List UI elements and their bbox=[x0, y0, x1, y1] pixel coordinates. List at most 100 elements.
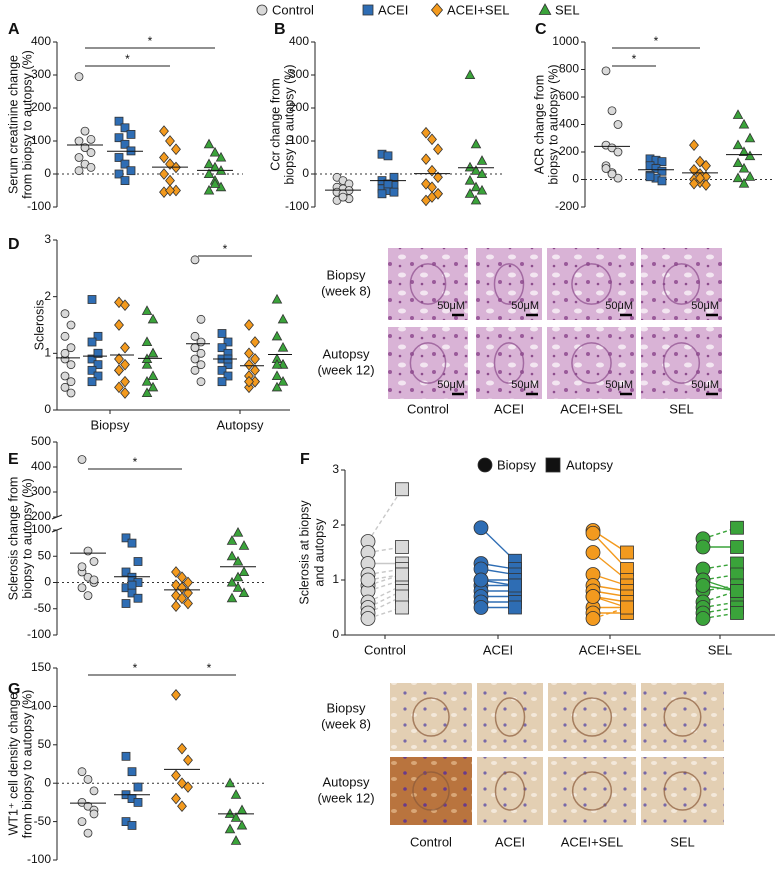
glomerulus bbox=[663, 771, 702, 811]
data-point bbox=[60, 348, 70, 358]
panel-letter: A bbox=[8, 21, 20, 38]
data-point bbox=[74, 153, 84, 162]
data-point bbox=[508, 578, 522, 593]
data-point bbox=[476, 168, 488, 179]
data-point bbox=[74, 136, 84, 146]
column-label: ACEI+SEL bbox=[560, 401, 623, 416]
data-point bbox=[695, 611, 711, 626]
data-point bbox=[464, 174, 476, 185]
data-point bbox=[89, 786, 99, 796]
y-axis-label: ACR change from bbox=[532, 75, 546, 174]
y-axis-label: WT1⁺ cell density change bbox=[6, 693, 20, 836]
y-tick-label: 400 bbox=[559, 117, 579, 131]
micrograph bbox=[641, 757, 724, 825]
data-point bbox=[473, 600, 489, 615]
data-point bbox=[171, 792, 181, 805]
data-point bbox=[732, 157, 744, 168]
legend-marker bbox=[362, 4, 374, 16]
glomerulus bbox=[571, 771, 613, 811]
data-point bbox=[114, 153, 124, 162]
data-point bbox=[695, 539, 711, 555]
data-point bbox=[645, 172, 655, 182]
data-point bbox=[60, 371, 70, 381]
data-point bbox=[171, 143, 181, 156]
y-tick-label: 50 bbox=[38, 548, 52, 562]
x-tick-label: Control bbox=[364, 642, 406, 657]
data-point bbox=[83, 546, 93, 556]
data-point bbox=[601, 66, 611, 76]
data-point bbox=[133, 593, 143, 603]
data-point bbox=[470, 194, 482, 205]
y-tick-label: 100 bbox=[31, 522, 51, 536]
y-tick-label: 400 bbox=[289, 34, 309, 48]
scale-bar-label: 50μM bbox=[691, 300, 719, 312]
significance-label: * bbox=[133, 661, 138, 675]
data-point bbox=[87, 377, 97, 387]
scale-bar-label: 50μM bbox=[605, 300, 633, 312]
data-point bbox=[732, 139, 744, 150]
y-tick-label: -200 bbox=[555, 199, 579, 213]
y-tick-label: 1 bbox=[44, 346, 51, 360]
data-point bbox=[203, 138, 215, 149]
y-tick-label: 0 bbox=[44, 775, 51, 789]
scale-bar-label: 50μM bbox=[691, 379, 719, 391]
data-point bbox=[244, 347, 254, 360]
data-point bbox=[60, 309, 70, 319]
row-label: Biopsy bbox=[326, 267, 366, 282]
legend-label: ACEI bbox=[378, 2, 408, 17]
y-tick-label: 3 bbox=[44, 232, 51, 246]
micrograph bbox=[477, 683, 543, 751]
data-point bbox=[77, 455, 87, 464]
column-label: Control bbox=[410, 834, 452, 849]
data-point bbox=[93, 371, 103, 381]
glomerulus bbox=[493, 263, 525, 305]
y-tick-label: 0 bbox=[302, 166, 309, 180]
data-point bbox=[383, 179, 393, 189]
data-point bbox=[395, 567, 409, 582]
data-point bbox=[74, 166, 84, 176]
glomerulus bbox=[493, 342, 525, 384]
y-tick-label: -100 bbox=[27, 627, 51, 641]
data-point bbox=[114, 319, 124, 331]
significance-label: * bbox=[148, 34, 153, 48]
data-point bbox=[738, 146, 750, 157]
data-point bbox=[226, 535, 238, 545]
data-point bbox=[165, 174, 175, 187]
data-point bbox=[470, 138, 482, 149]
legend-marker bbox=[538, 3, 552, 15]
data-point bbox=[171, 566, 181, 578]
data-point bbox=[730, 540, 744, 554]
data-point bbox=[360, 572, 376, 588]
y-tick-label: -100 bbox=[285, 199, 309, 213]
data-point bbox=[657, 157, 667, 167]
data-point bbox=[613, 173, 623, 183]
data-point bbox=[133, 557, 143, 566]
data-point bbox=[613, 120, 623, 129]
data-point bbox=[80, 143, 90, 153]
column-label: SEL bbox=[670, 834, 695, 849]
micrograph bbox=[388, 248, 468, 320]
legend-marker bbox=[430, 2, 444, 18]
data-point bbox=[464, 188, 476, 198]
data-point bbox=[230, 835, 242, 845]
data-point bbox=[427, 133, 437, 146]
data-point bbox=[120, 375, 130, 388]
legend-marker bbox=[545, 457, 561, 473]
data-point bbox=[114, 169, 124, 179]
data-point bbox=[120, 299, 130, 311]
data-point bbox=[226, 576, 238, 587]
micrograph bbox=[547, 327, 636, 399]
significance-label: * bbox=[207, 661, 212, 675]
data-point bbox=[87, 354, 97, 364]
data-point bbox=[66, 377, 76, 387]
data-point bbox=[126, 129, 136, 139]
x-tick-label: ACEI+SEL bbox=[579, 642, 642, 657]
data-point bbox=[66, 343, 76, 353]
data-point bbox=[171, 600, 181, 612]
y-tick-label: 300 bbox=[289, 67, 309, 81]
data-point bbox=[190, 354, 200, 364]
data-point bbox=[121, 533, 131, 543]
data-point bbox=[389, 187, 399, 197]
data-point bbox=[689, 177, 699, 190]
